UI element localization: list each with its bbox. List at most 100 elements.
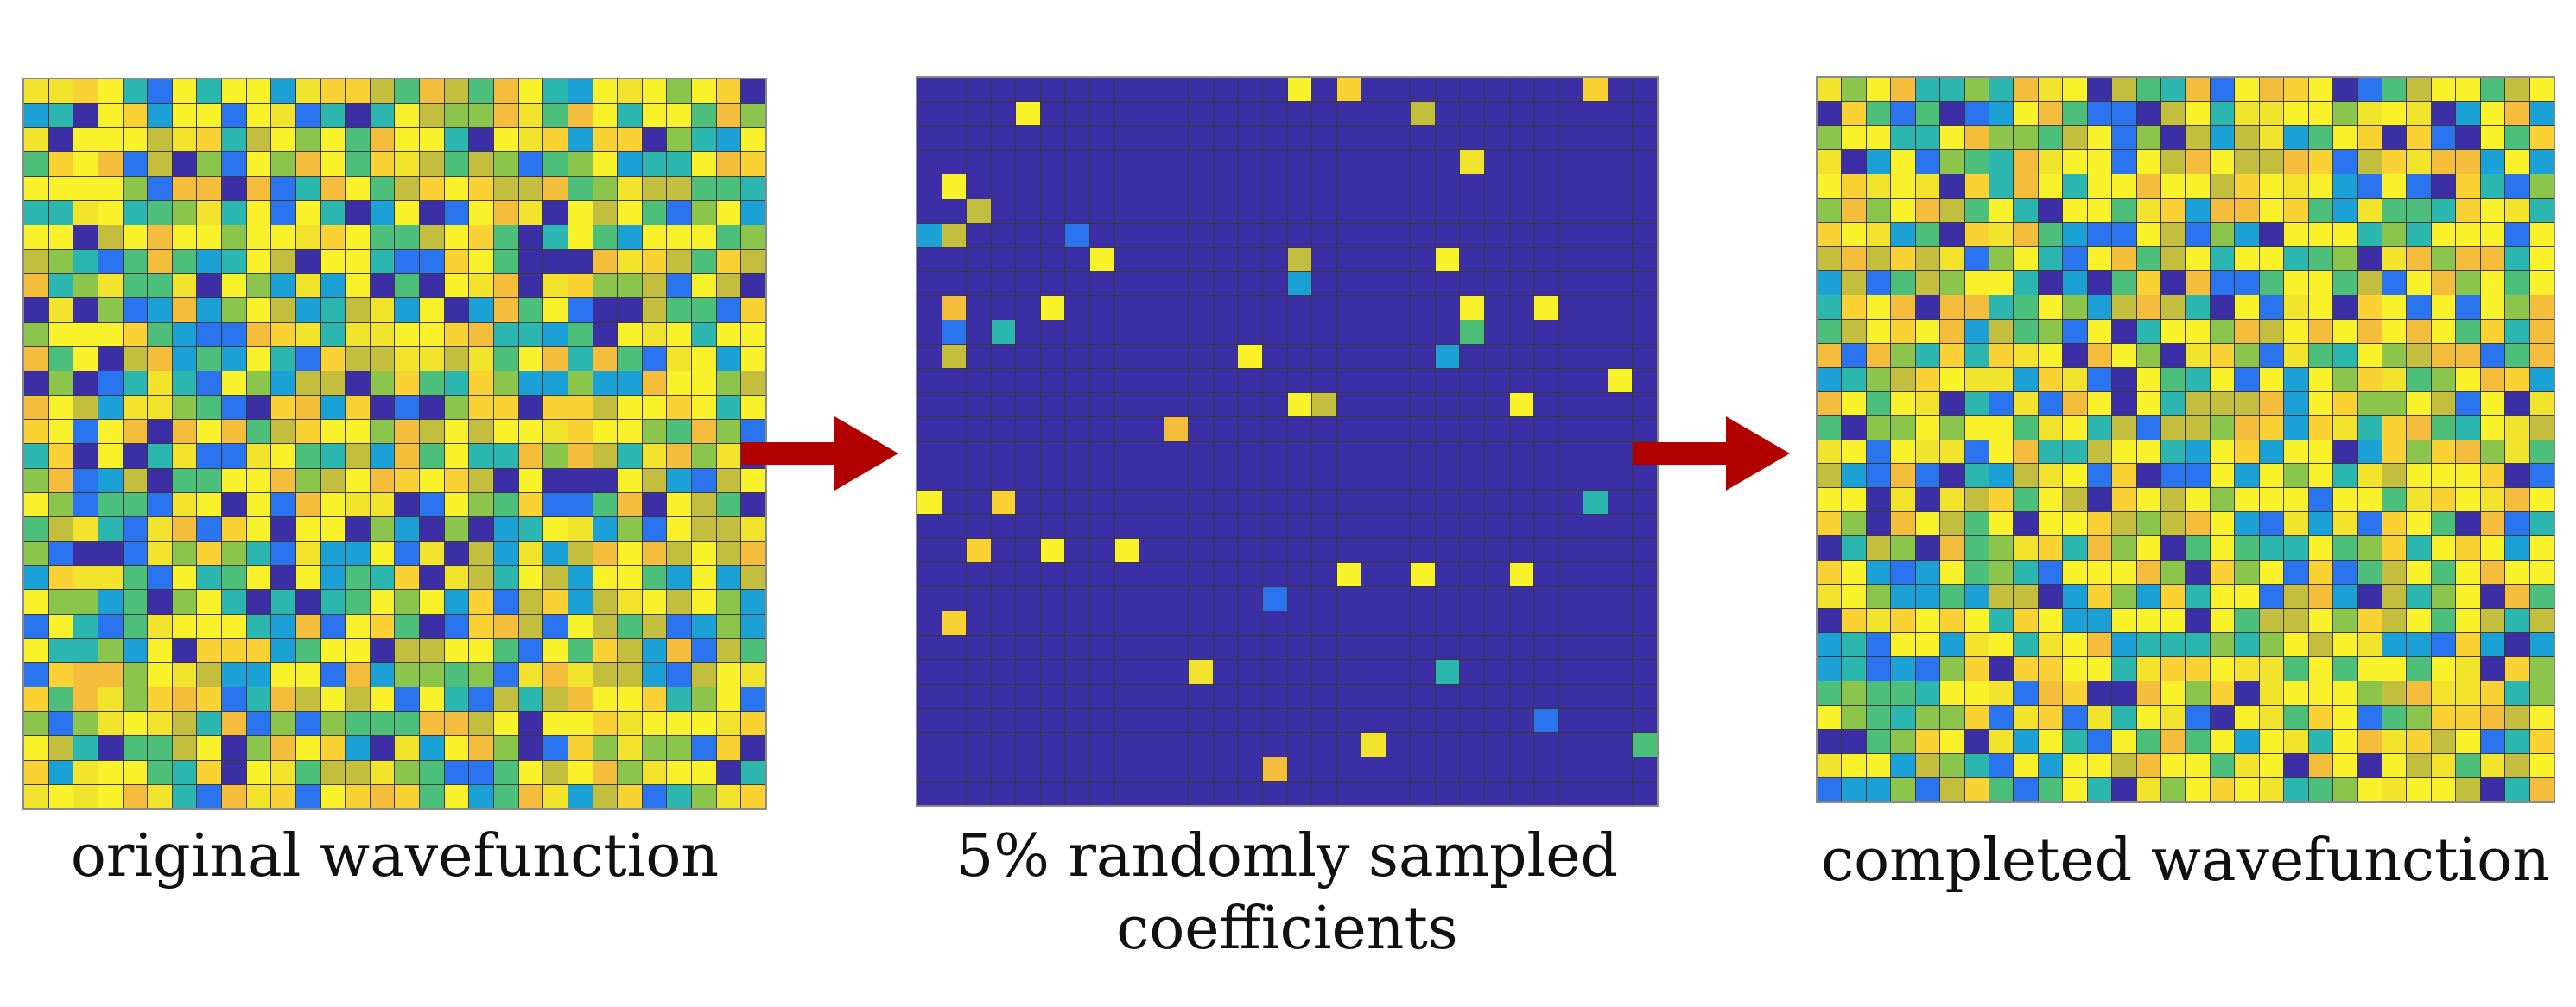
grid-cell — [48, 370, 73, 396]
grid-cell — [1818, 440, 1842, 464]
grid-cell — [1213, 563, 1238, 587]
grid-cell — [444, 542, 469, 566]
grid-cell — [2382, 536, 2407, 560]
grid-cell — [370, 760, 395, 784]
grid-cell — [2431, 778, 2456, 801]
grid-cell — [1534, 611, 1558, 636]
grid-cell — [148, 176, 172, 200]
grid-cell — [618, 516, 642, 542]
grid-cell — [222, 370, 246, 396]
grid-cell — [1287, 78, 1312, 102]
grid-cell — [197, 784, 222, 808]
grid-cell — [1361, 102, 1386, 126]
grid-cell — [1213, 490, 1238, 514]
grid-cell — [1915, 270, 1940, 294]
grid-cell — [197, 79, 222, 104]
grid-cell — [2480, 754, 2505, 778]
grid-cell — [2235, 343, 2259, 367]
grid-cell — [1583, 223, 1608, 247]
grid-cell — [1361, 247, 1386, 271]
grid-cell — [1435, 732, 1460, 757]
grid-cell — [2357, 488, 2382, 512]
grid-cell — [741, 274, 765, 298]
grid-cell — [1509, 660, 1534, 684]
grid-cell — [1891, 149, 1915, 174]
grid-cell — [1312, 757, 1336, 781]
grid-cell — [172, 322, 197, 346]
grid-cell — [98, 736, 123, 760]
grid-cell — [1964, 174, 1989, 198]
grid-cell — [2087, 512, 2112, 536]
grid-cell — [271, 614, 295, 638]
grid-cell — [2333, 101, 2357, 125]
grid-cell — [1485, 636, 1509, 660]
grid-cell — [295, 566, 320, 590]
grid-cell — [2186, 415, 2210, 440]
grid-cell — [2505, 125, 2529, 149]
grid-cell — [1386, 636, 1411, 660]
grid-cell — [1089, 563, 1114, 587]
grid-cell — [692, 614, 716, 638]
grid-cell — [370, 250, 395, 274]
grid-cell — [2456, 294, 2480, 319]
grid-cell — [1139, 150, 1164, 174]
grid-cell — [98, 250, 123, 274]
grid-cell — [518, 298, 543, 322]
sampled-coefficients-grid — [916, 76, 1659, 807]
grid-cell — [469, 225, 494, 250]
grid-cell — [48, 79, 73, 104]
grid-cell — [1164, 611, 1189, 636]
grid-cell — [1016, 684, 1040, 708]
grid-cell — [917, 781, 942, 805]
grid-cell — [1485, 393, 1509, 417]
grid-cell — [618, 322, 642, 346]
grid-cell — [2308, 343, 2333, 367]
grid-cell — [2529, 488, 2554, 512]
grid-cell — [1964, 488, 1989, 512]
grid-cell — [1964, 294, 1989, 319]
grid-cell — [518, 420, 543, 444]
grid-cell — [2382, 270, 2407, 294]
grid-cell — [123, 225, 148, 250]
grid-cell — [2431, 222, 2456, 246]
grid-cell — [2456, 681, 2480, 706]
grid-cell — [2456, 488, 2480, 512]
grid-cell — [1583, 660, 1608, 684]
grid-cell — [2333, 391, 2357, 415]
grid-cell — [48, 250, 73, 274]
grid-cell — [2333, 222, 2357, 246]
grid-cell — [246, 468, 271, 492]
grid-cell — [1312, 393, 1336, 417]
grid-cell — [1989, 198, 2014, 222]
grid-cell — [1964, 585, 1989, 609]
grid-cell — [618, 396, 642, 420]
grid-cell — [1238, 587, 1262, 611]
grid-cell — [1608, 538, 1633, 562]
grid-cell — [618, 152, 642, 176]
grid-cell — [1287, 345, 1312, 369]
grid-cell — [295, 250, 320, 274]
grid-cell — [1460, 660, 1485, 684]
grid-cell — [2136, 367, 2161, 391]
grid-cell — [1213, 466, 1238, 490]
grid-cell — [1139, 490, 1164, 514]
grid-cell — [346, 396, 370, 420]
grid-cell — [1842, 657, 1866, 681]
grid-cell — [98, 298, 123, 322]
grid-cell — [1114, 417, 1139, 441]
grid-cell — [2431, 294, 2456, 319]
grid-cell — [2161, 415, 2186, 440]
grid-cell — [518, 250, 543, 274]
grid-cell — [593, 614, 618, 638]
grid-cell — [2259, 512, 2284, 536]
grid-cell — [48, 152, 73, 176]
grid-cell — [1312, 490, 1336, 514]
grid-cell — [73, 225, 98, 250]
grid-cell — [1411, 223, 1435, 247]
grid-cell — [73, 590, 98, 614]
grid-cell — [2136, 101, 2161, 125]
grid-cell — [346, 346, 370, 370]
grid-cell — [1386, 417, 1411, 441]
grid-cell — [1213, 393, 1238, 417]
grid-cell — [1818, 512, 1842, 536]
